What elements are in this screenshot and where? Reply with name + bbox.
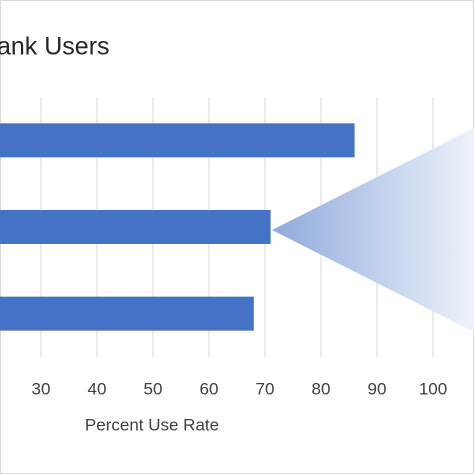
- bar: [0, 296, 254, 331]
- bar: [0, 210, 271, 244]
- x-tick-label: 80: [312, 379, 331, 398]
- x-tick-label: 100: [419, 379, 447, 398]
- chart-title: ank Users: [0, 33, 110, 61]
- x-tick-label: 90: [368, 379, 387, 398]
- callout-cone: [272, 128, 474, 332]
- x-tick-label: 40: [88, 379, 107, 398]
- x-axis-label: Percent Use Rate: [85, 415, 219, 434]
- x-tick-label: 60: [200, 379, 219, 398]
- bar: [0, 123, 355, 158]
- x-tick-label: 70: [256, 379, 275, 398]
- x-tick-label: 30: [32, 379, 51, 398]
- plot-area: [0, 97, 434, 357]
- x-tick-label: 50: [144, 379, 163, 398]
